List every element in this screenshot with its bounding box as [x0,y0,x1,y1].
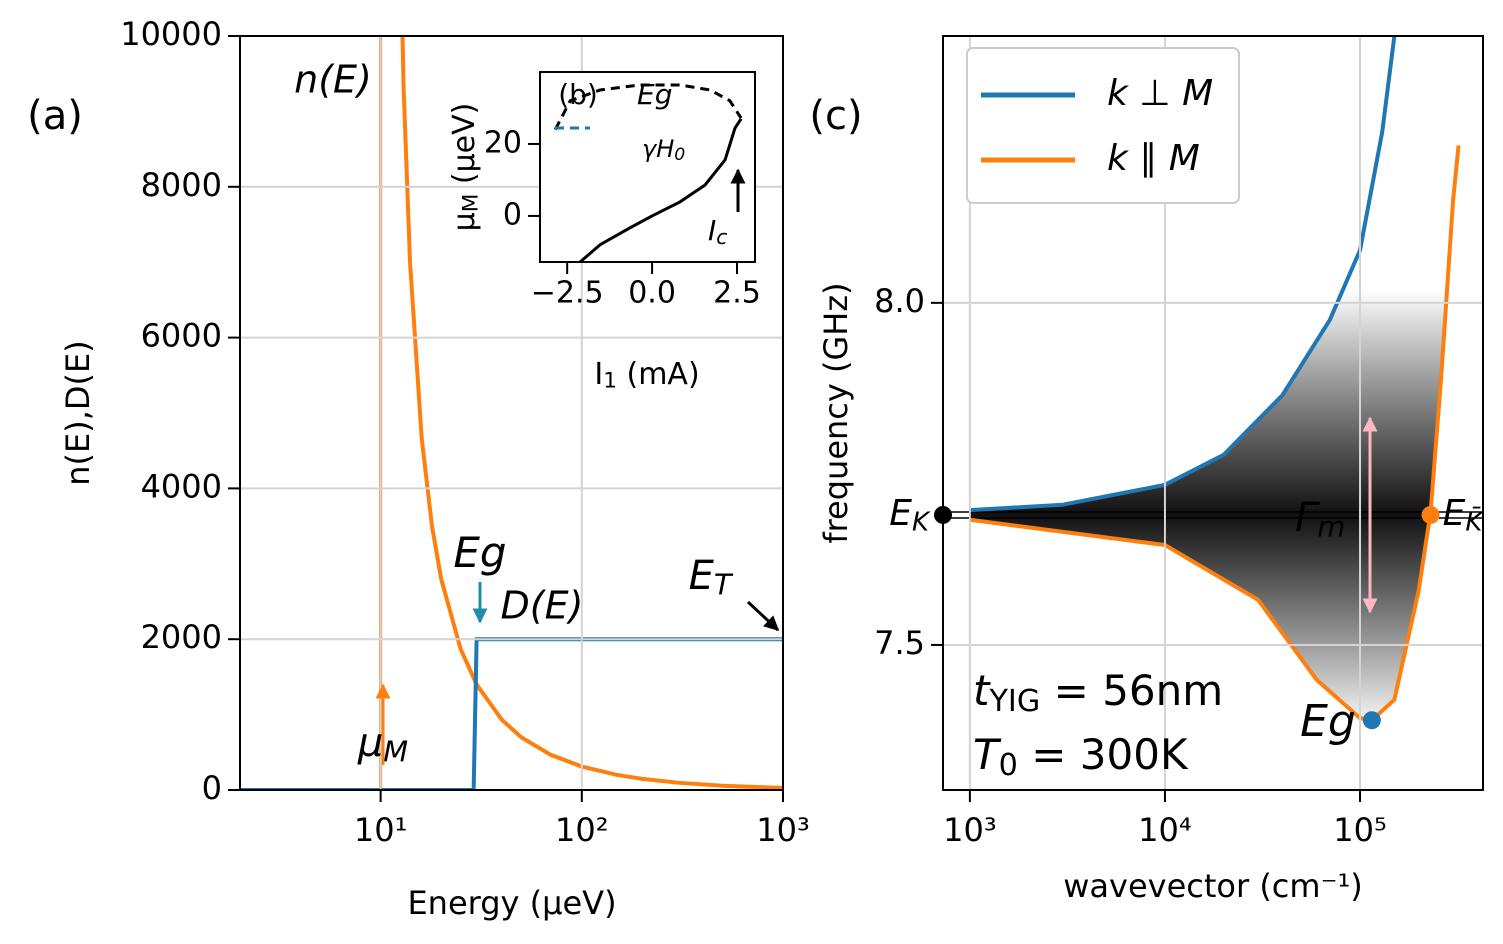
text-part: T [714,568,734,602]
x-tick-label: 2.5 [713,276,761,311]
panel-label: (c) [809,93,862,139]
x-axis-label: Energy (μeV) [407,884,616,922]
panel-label: (a) [27,93,83,139]
text-part: K̄ [1465,506,1484,538]
x-tick-label: 10² [555,811,609,849]
text-part: I [594,357,603,392]
axes-frame [942,35,1484,791]
annotation: T0 = 300K [973,729,1189,782]
text-part: YIG [988,684,1040,719]
x-tick-label: 10³ [756,811,810,849]
series-line [400,36,783,790]
text-part: c [716,225,727,249]
y-tick-label: 8000 [141,166,222,204]
text-part: Eg [453,528,506,577]
y-axis-label: frequency (GHz) [817,282,855,543]
x-tick-label: 10⁴ [1138,811,1192,849]
text-part: Γ [1295,495,1320,541]
text-part: 0 [999,748,1018,783]
panel-label: (b) [558,78,598,111]
series-label: D(E) [501,584,584,628]
y-tick-label: 7.5 [874,624,925,662]
y-tick-label: 8.0 [874,282,925,320]
text-part: T [973,730,1002,779]
text-part: m [1317,510,1345,544]
y-tick-label: 2000 [141,618,222,656]
text-part: 1 [603,368,617,393]
annotation: γH0 [642,135,685,165]
series-line [969,36,1397,513]
arrow [746,600,780,632]
axes-frame [539,71,756,263]
series-label: n(E) [294,58,372,102]
point-label: EK̄ [1443,493,1485,537]
legend-box [966,47,1240,204]
text-part: (μeV) [446,103,481,194]
x-axis-label: I1 (mA) [594,356,699,393]
annotation: Ic [708,214,727,249]
plot-area [553,83,743,262]
text-part: = 56nm [1040,665,1223,714]
y-tick-label: 10000 [120,15,222,53]
text-part: 0 [674,145,685,165]
series-line [579,117,743,262]
y-tick-label: 0 [503,197,522,232]
text-part: γH [642,135,674,163]
point [1362,711,1381,730]
text-part: E [1443,493,1466,534]
text-part: t [973,666,991,715]
y-tick-label: 20 [484,125,522,160]
series-line [240,637,783,790]
text-part: E [689,553,715,599]
annotation: μM [357,720,408,769]
annotation: Eg [637,78,672,111]
text-part: μ [447,212,482,231]
y-tick-label: 4000 [141,467,222,505]
x-tick-label: 0.0 [628,276,676,311]
x-tick-label: −2.5 [531,276,604,311]
y-tick-label: 6000 [141,317,222,355]
text-part: I [708,214,716,247]
point [1421,505,1440,524]
annotation: ET [689,553,734,602]
text-part: M [383,735,408,769]
annotation: Eg [453,528,506,577]
text-part: M [458,194,483,213]
text-part: E [889,493,912,534]
y-tick-label: 0 [202,769,222,807]
point-label: EK [889,493,931,537]
legend-label: k ⊥ M [1107,73,1213,114]
text-part: Eg [637,78,672,111]
annotation: Γm [1295,495,1345,544]
text-part: (mA) [617,356,700,391]
x-tick-label: 10¹ [354,811,408,849]
x-tick-label: 10⁵ [1333,811,1387,849]
x-tick-label: 10³ [943,811,997,849]
series-line [553,83,743,131]
axes-frame [239,35,784,791]
text-part: μ [357,720,383,766]
text-part: = 300K [1018,729,1189,778]
legend-label: k ∥ M [1107,138,1200,179]
point-label: Eg [1300,696,1356,747]
shaded-band [969,36,1459,721]
y-axis-label: μM (μeV) [446,103,483,232]
y-axis-label: n(E),D(E) [59,340,97,485]
series-line [969,145,1461,723]
x-axis-label: wavevector (cm⁻¹) [1063,867,1363,905]
plot-area [943,36,1483,723]
text-part: K [912,507,931,537]
annotation: tYIG = 56nm [973,665,1223,718]
